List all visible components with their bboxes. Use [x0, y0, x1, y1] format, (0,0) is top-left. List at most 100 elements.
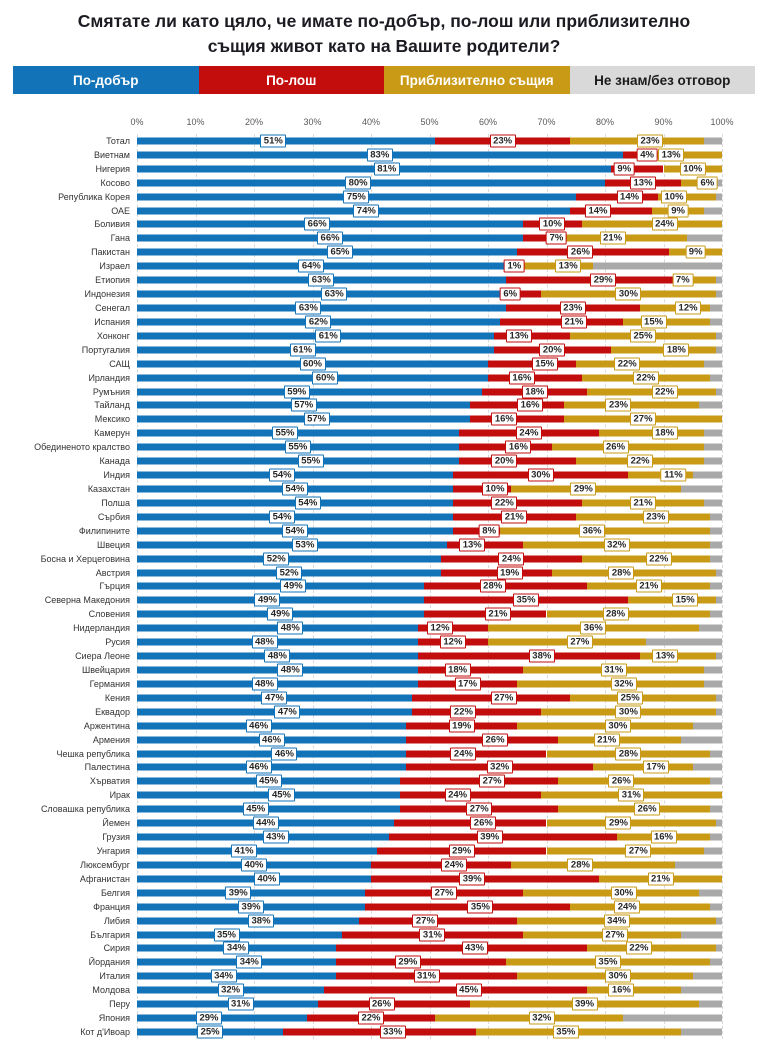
value-label-worse: 24%: [498, 552, 525, 566]
bar-track: 83% 4% 13%: [137, 148, 722, 162]
value-label-better: 25%: [197, 1025, 224, 1039]
country-label: Люксембург: [80, 859, 130, 870]
country-label: Израел: [99, 261, 130, 272]
country-label: Гърция: [99, 581, 130, 592]
bar-track: 38% 27% 34%: [137, 914, 722, 928]
country-label: Румъния: [92, 386, 130, 397]
value-label-worse: 13%: [459, 538, 486, 552]
value-label-better: 51%: [260, 134, 287, 148]
bar-segment-dk: [710, 777, 722, 785]
page-title: Смятате ли като цяло, че имате по-добър,…: [77, 11, 691, 56]
bar-track: 63% 23% 12%: [137, 301, 722, 315]
value-label-better: 54%: [281, 482, 308, 496]
value-label-worse: 23%: [559, 301, 586, 315]
chart-row: Еквадор 47% 22% 30%: [0, 705, 768, 719]
bar-segment-worse: [610, 165, 664, 173]
country-label: Република Корея: [58, 191, 130, 202]
bar-segment-dk: [716, 819, 722, 827]
country-label: Еквадор: [95, 706, 130, 717]
bar-track: 59% 18% 22%: [137, 385, 722, 399]
value-label-better: 45%: [242, 802, 269, 816]
value-label-worse: 26%: [482, 733, 509, 747]
country-label: Сърбия: [97, 511, 130, 522]
chart-row: Йемен 44% 26% 29%: [0, 816, 768, 830]
value-label-better: 54%: [281, 524, 308, 538]
chart-row: Тайланд 57% 16% 23%: [0, 398, 768, 413]
bar-segment-same: [628, 471, 693, 479]
value-label-better: 63%: [321, 287, 348, 301]
country-label: Кот д'Ивоар: [80, 1026, 130, 1037]
value-label-better: 39%: [225, 886, 252, 900]
bar-segment-dk: [716, 290, 722, 298]
bar-segment-dk: [645, 638, 722, 646]
value-label-same: 35%: [552, 1025, 579, 1039]
country-label: Чешка република: [56, 748, 130, 759]
value-label-same: 25%: [617, 691, 644, 705]
value-label-same: 6%: [697, 176, 718, 190]
value-label-same: 28%: [608, 566, 635, 580]
country-label: Афганистан: [79, 873, 130, 884]
bar-segment-dk: [710, 318, 722, 326]
value-label-same: 28%: [602, 607, 629, 621]
legend-item-2: Приблизително същия: [384, 66, 570, 94]
country-label: Испания: [94, 316, 130, 327]
bar-track: 53% 13% 32%: [137, 538, 722, 552]
bar-track: 47% 27% 25%: [137, 691, 722, 705]
chart-row: Хърватия 45% 27% 26%: [0, 774, 768, 788]
chart-row: Камерун 55% 24% 18%: [0, 426, 768, 440]
bar-track: 65% 26% 9%: [137, 245, 722, 259]
value-label-same: 32%: [610, 677, 637, 691]
chart-row: Гърция 49% 28% 21%: [0, 579, 768, 594]
value-label-worse: 26%: [567, 245, 594, 259]
bar-segment-dk: [692, 722, 722, 730]
value-label-better: 34%: [223, 941, 250, 955]
chart-row: САЩ 60% 15% 22%: [0, 357, 768, 371]
value-label-same: 10%: [661, 190, 688, 204]
country-label: Казахстан: [87, 484, 130, 494]
bar-track: 75% 14% 10%: [137, 190, 722, 204]
value-label-same: 36%: [580, 621, 607, 635]
value-label-better: 54%: [269, 510, 296, 524]
value-label-worse: 12%: [427, 621, 454, 635]
value-label-same: 13%: [652, 649, 679, 663]
chart-row: Германия 48% 17% 32%: [0, 677, 768, 691]
chart-row: Словения 49% 21% 28%: [0, 607, 768, 621]
value-label-same: 26%: [608, 774, 635, 788]
bar-segment-dk: [681, 736, 722, 744]
value-label-worse: 10%: [482, 482, 509, 496]
bar-segment-dk: [716, 652, 722, 660]
bar-track: 52% 19% 28%: [137, 566, 722, 580]
country-label: Виетнам: [93, 149, 130, 160]
bar-track: 40% 39% 21%: [137, 872, 722, 886]
bar-segment-dk: [710, 750, 722, 758]
chart-row: Виетнам 83% 4% 13%: [0, 148, 768, 162]
value-label-same: 16%: [650, 830, 677, 844]
chart-row: Хонконг 61% 13% 25%: [0, 329, 768, 343]
x-axis-tick: 50%: [420, 117, 439, 127]
value-label-same: 22%: [651, 385, 678, 399]
value-label-same: 30%: [604, 719, 631, 733]
bar-segment-dk: [716, 179, 722, 187]
value-label-better: 31%: [227, 997, 254, 1011]
bar-segment-dk: [716, 596, 722, 604]
value-label-better: 41%: [231, 844, 258, 858]
chart-row: Ирак 45% 24% 31%: [0, 788, 768, 802]
chart-row: Люксембург 40% 24% 28%: [0, 858, 768, 872]
chart-row: Армения 46% 26% 21%: [0, 733, 768, 747]
bar-segment-dk: [710, 374, 722, 382]
value-label-better: 46%: [258, 733, 285, 747]
value-label-worse: 27%: [412, 914, 439, 928]
country-label: Нигерия: [95, 163, 130, 174]
country-label: Кения: [104, 692, 130, 703]
bar-segment-dk: [681, 1028, 722, 1036]
bar-track: 54% 22% 21%: [137, 496, 722, 510]
value-label-worse: 21%: [484, 607, 511, 621]
value-label-better: 54%: [269, 468, 296, 482]
bar-segment-dk: [710, 527, 722, 535]
bar-track: 64% 1% 13%: [137, 259, 722, 273]
value-label-worse: 16%: [508, 371, 535, 385]
value-label-worse: 23%: [489, 134, 516, 148]
chart-row: България 35% 31% 27%: [0, 928, 768, 942]
x-axis-tick: 90%: [654, 117, 673, 127]
bar-segment-dk: [681, 931, 722, 938]
